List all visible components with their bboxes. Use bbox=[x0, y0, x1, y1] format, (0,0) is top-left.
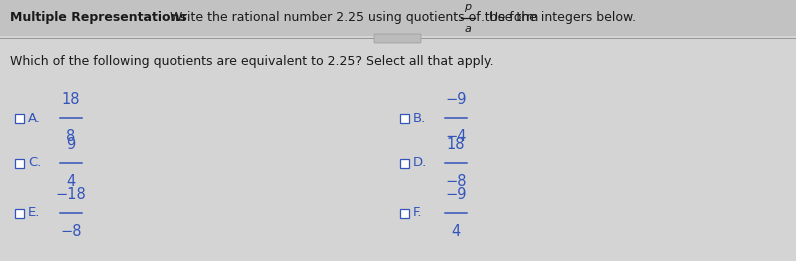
Text: Which of the following quotients are equivalent to 2.25? Select all that apply.: Which of the following quotients are equ… bbox=[10, 56, 494, 68]
Text: 18: 18 bbox=[447, 137, 465, 152]
Text: Multiple Representations: Multiple Representations bbox=[10, 11, 187, 25]
Text: −9: −9 bbox=[445, 187, 466, 202]
Text: −8: −8 bbox=[445, 174, 466, 189]
Bar bbox=[400, 209, 409, 217]
Text: . Use the integers below.: . Use the integers below. bbox=[481, 11, 636, 25]
Bar bbox=[400, 158, 409, 168]
Text: 4: 4 bbox=[451, 224, 461, 239]
Text: −18: −18 bbox=[56, 187, 87, 202]
Text: 8: 8 bbox=[66, 129, 76, 144]
Text: F.: F. bbox=[413, 206, 423, 220]
Text: B.: B. bbox=[413, 111, 426, 124]
Text: 9: 9 bbox=[66, 137, 76, 152]
Text: a: a bbox=[465, 24, 471, 34]
Text: −9: −9 bbox=[445, 92, 466, 107]
Bar bbox=[15, 209, 24, 217]
Text: A.: A. bbox=[28, 111, 41, 124]
Text: −8: −8 bbox=[60, 224, 82, 239]
Text: −4: −4 bbox=[445, 129, 466, 144]
Text: 18: 18 bbox=[62, 92, 80, 107]
Text: p: p bbox=[464, 2, 471, 12]
Bar bbox=[400, 114, 409, 122]
Bar bbox=[15, 158, 24, 168]
Text: 4: 4 bbox=[66, 174, 76, 189]
Text: D.: D. bbox=[413, 157, 427, 169]
Bar bbox=[0, 0, 796, 36]
Text: Write the rational number 2.25 using quotients of the form: Write the rational number 2.25 using quo… bbox=[162, 11, 542, 25]
Bar bbox=[15, 114, 24, 122]
Text: E.: E. bbox=[28, 206, 41, 220]
FancyBboxPatch shape bbox=[374, 34, 421, 43]
Text: C.: C. bbox=[28, 157, 41, 169]
